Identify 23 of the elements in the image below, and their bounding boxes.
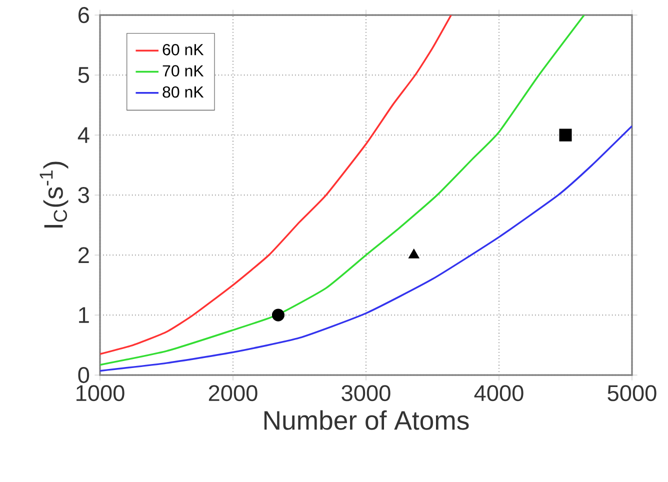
point bbox=[408, 248, 420, 258]
legend-label: 60 nK bbox=[162, 44, 204, 56]
y-tick-label: 4 bbox=[78, 127, 90, 143]
legend-label: 80 nK bbox=[162, 86, 204, 98]
y-tick-label: 3 bbox=[78, 187, 89, 204]
y-tick-label: 2 bbox=[78, 247, 89, 263]
legend-label: 70 nK bbox=[162, 65, 204, 76]
x-axis-title: Number of Atoms bbox=[264, 410, 469, 430]
x-tick-label: 2000 bbox=[208, 385, 258, 402]
x-tick-label: 5000 bbox=[608, 385, 656, 402]
line-series bbox=[100, 125, 632, 372]
y-tick-label: 6 bbox=[78, 7, 89, 24]
x-tick-label: 3000 bbox=[342, 385, 390, 402]
x-tick-label: 4000 bbox=[474, 385, 524, 402]
point bbox=[272, 308, 284, 322]
line-series bbox=[100, 15, 452, 355]
y-tick-label: 1 bbox=[79, 307, 89, 323]
y-axis-title: I$_{C}$(s$^{-1}$) bbox=[40, 162, 68, 228]
line-series bbox=[100, 15, 585, 366]
y-tick-label: 0 bbox=[78, 367, 90, 384]
x-tick-label: 1000 bbox=[76, 385, 124, 402]
point bbox=[559, 128, 572, 142]
y-tick-label: 5 bbox=[78, 67, 90, 83]
